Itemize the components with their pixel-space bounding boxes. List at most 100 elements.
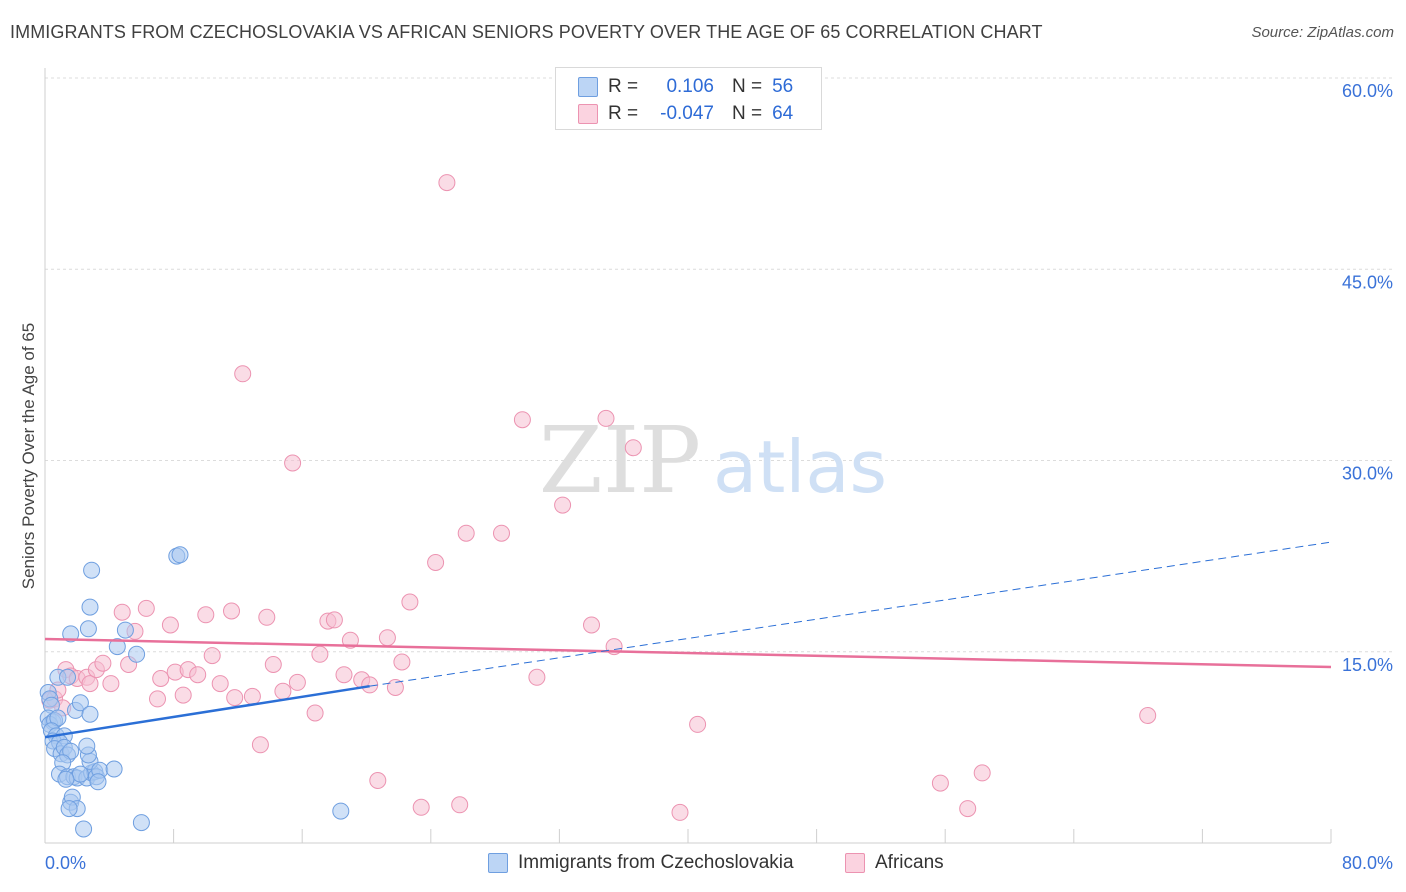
stats-swatch-blue bbox=[578, 77, 598, 97]
africans-point-11 bbox=[102, 675, 120, 693]
africans-point-49 bbox=[412, 798, 430, 816]
czechoslovakia-point-30 bbox=[71, 765, 89, 783]
africans-point-41 bbox=[341, 631, 359, 649]
africans-point-18 bbox=[161, 616, 179, 634]
stats-n-value-blue: 56 bbox=[772, 76, 794, 97]
africans-point-64 bbox=[931, 774, 949, 792]
africans-point-31 bbox=[258, 608, 276, 626]
africans-point-54 bbox=[493, 524, 510, 542]
africans-point-55 bbox=[513, 411, 531, 429]
czechoslovakia-point-52 bbox=[89, 773, 107, 791]
czechoslovakia-point-35 bbox=[60, 800, 78, 818]
czechoslovakia-point-43 bbox=[83, 561, 101, 579]
czechoslovakia-point-36 bbox=[75, 820, 93, 838]
series-africans bbox=[41, 174, 1157, 821]
africans-point-27 bbox=[226, 689, 244, 707]
y-tick-label-3: 60.0% bbox=[1342, 81, 1393, 101]
africans-point-39 bbox=[325, 611, 343, 629]
stats-r-value-blue: 0.106 bbox=[666, 76, 714, 97]
series-legend: Immigrants from Czechoslovakia Africans bbox=[0, 852, 1406, 878]
africans-point-51 bbox=[438, 174, 456, 192]
trend-line-czechoslovakia-extension bbox=[369, 541, 1332, 687]
legend-label-africans: Africans bbox=[875, 852, 944, 873]
africans-point-47 bbox=[393, 653, 411, 671]
stats-swatch-pink bbox=[578, 104, 598, 124]
czechoslovakia-point-40 bbox=[62, 625, 80, 643]
trend-line-czechoslovakia bbox=[44, 684, 370, 739]
africans-point-63 bbox=[689, 715, 707, 733]
tick-labels: 15.0% 30.0% 45.0% 60.0% 0.0% 80.0% bbox=[45, 81, 1393, 873]
stats-legend: R = 0.106 N = 56 R = -0.047 N = 64 bbox=[555, 67, 822, 130]
czechoslovakia-point-48 bbox=[108, 638, 126, 656]
africans-point-12 bbox=[113, 603, 131, 621]
czechoslovakia-point-31 bbox=[57, 770, 75, 788]
africans-point-28 bbox=[234, 365, 252, 383]
czechoslovakia-point-47 bbox=[116, 621, 134, 639]
africans-point-61 bbox=[624, 439, 642, 457]
chart-source: Source: ZipAtlas.com bbox=[1251, 24, 1394, 41]
africans-point-16 bbox=[149, 690, 166, 708]
czechoslovakia-point-54 bbox=[332, 802, 350, 820]
legend-label-czechoslovakia: Immigrants from Czechoslovakia bbox=[518, 852, 794, 873]
czechoslovakia-point-55 bbox=[105, 760, 123, 778]
africans-point-10 bbox=[94, 654, 112, 672]
africans-point-33 bbox=[274, 682, 292, 700]
trend-lines bbox=[44, 541, 1332, 739]
stats-n-value-pink: 64 bbox=[772, 103, 794, 124]
africans-point-29 bbox=[243, 687, 261, 705]
watermark-zip: ZIP bbox=[539, 407, 701, 514]
czechoslovakia-point-45 bbox=[71, 694, 89, 712]
stats-n-label-pink: N = bbox=[732, 103, 763, 124]
africans-point-56 bbox=[528, 668, 546, 686]
africans-point-48 bbox=[401, 593, 419, 611]
africans-point-22 bbox=[189, 666, 207, 684]
africans-point-36 bbox=[306, 704, 324, 722]
stats-n-label-blue: N = bbox=[732, 76, 763, 97]
czechoslovakia-point-37 bbox=[78, 737, 96, 755]
czechoslovakia-point-49 bbox=[128, 645, 146, 663]
stats-r-label-pink: R = bbox=[608, 103, 639, 124]
czechoslovakia-point-46 bbox=[81, 705, 99, 723]
y-tick-label-2: 45.0% bbox=[1342, 272, 1393, 292]
y-tick-label-1: 30.0% bbox=[1342, 464, 1393, 484]
africans-point-34 bbox=[284, 454, 302, 472]
legend-item-africans[interactable]: Africans bbox=[845, 852, 944, 874]
stats-r-value-pink: -0.047 bbox=[660, 103, 714, 124]
africans-point-53 bbox=[457, 524, 475, 542]
africans-point-59 bbox=[597, 409, 615, 427]
africans-point-25 bbox=[211, 675, 229, 693]
czechoslovakia-point-53 bbox=[132, 814, 150, 832]
trend-line-africans bbox=[44, 637, 1332, 669]
y-axis-title: Seniors Poverty Over the Age of 65 bbox=[19, 323, 38, 589]
x-tick-label-max: 80.0% bbox=[1342, 853, 1393, 873]
africans-point-44 bbox=[369, 772, 387, 789]
watermark: ZIP atlas bbox=[539, 407, 887, 514]
africans-point-43 bbox=[361, 676, 379, 694]
legend-swatch-blue bbox=[488, 853, 508, 873]
stats-row-blue: R = 0.106 N = 56 bbox=[578, 75, 793, 99]
africans-point-23 bbox=[197, 606, 215, 624]
africans-point-32 bbox=[264, 656, 282, 673]
africans-point-50 bbox=[427, 554, 445, 571]
africans-point-62 bbox=[671, 803, 689, 821]
africans-point-15 bbox=[137, 599, 155, 617]
africans-point-52 bbox=[451, 796, 469, 814]
grid-layer bbox=[45, 77, 1393, 653]
watermark-atlas: atlas bbox=[713, 425, 887, 509]
chart-title: IMMIGRANTS FROM CZECHOSLOVAKIA VS AFRICA… bbox=[10, 22, 1043, 42]
czechoslovakia-point-41 bbox=[79, 620, 97, 638]
y-tick-label-0: 15.0% bbox=[1342, 655, 1393, 675]
africans-point-66 bbox=[973, 764, 991, 782]
africans-point-8 bbox=[81, 675, 99, 693]
africans-point-67 bbox=[1139, 707, 1157, 724]
x-tick-label-min: 0.0% bbox=[45, 853, 86, 873]
legend-item-czechoslovakia[interactable]: Immigrants from Czechoslovakia bbox=[488, 852, 794, 874]
stats-row-pink: R = -0.047 N = 64 bbox=[578, 102, 793, 126]
africans-point-46 bbox=[386, 679, 404, 696]
africans-point-20 bbox=[174, 686, 192, 704]
africans-point-30 bbox=[251, 736, 269, 754]
czechoslovakia-point-42 bbox=[81, 598, 99, 616]
africans-point-45 bbox=[378, 629, 396, 647]
africans-point-26 bbox=[223, 602, 240, 620]
